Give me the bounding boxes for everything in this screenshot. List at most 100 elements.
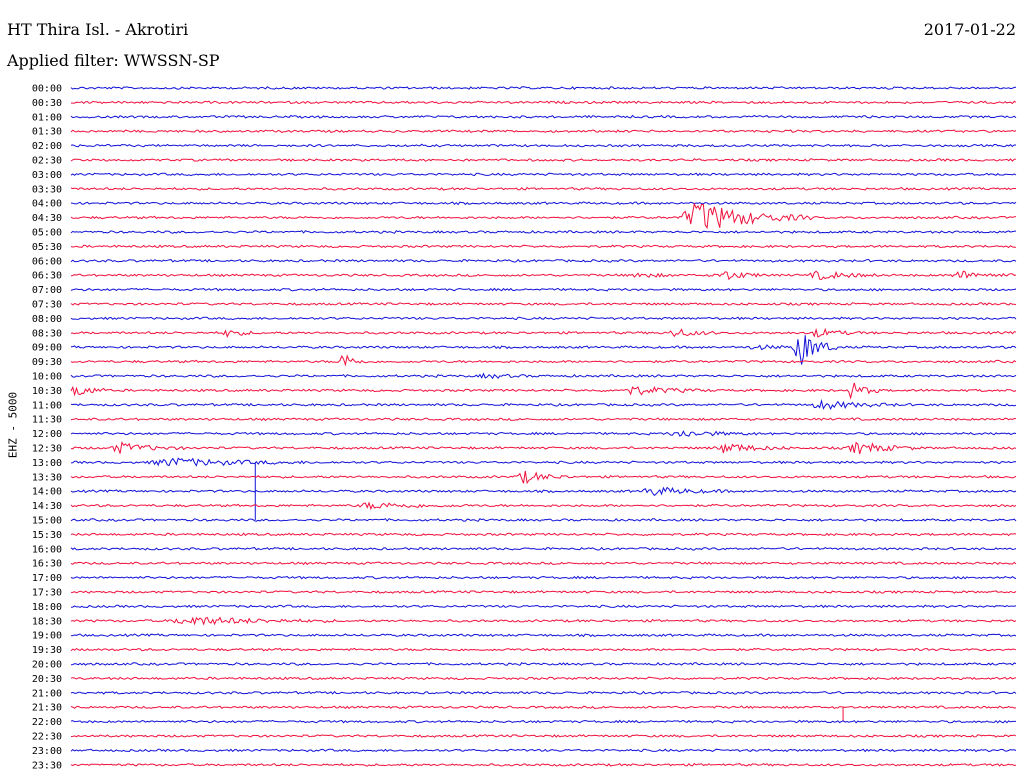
trace-2130 xyxy=(70,705,1017,710)
trace-1030 xyxy=(70,382,1017,400)
row-label: 08:30 xyxy=(32,328,62,339)
trace-0230 xyxy=(70,158,1017,162)
trace-2300 xyxy=(70,748,1017,753)
row-label: 20:30 xyxy=(32,674,62,685)
row-label: 11:00 xyxy=(32,400,62,411)
row-label: 20:00 xyxy=(32,660,62,671)
trace-0130 xyxy=(70,129,1017,134)
row-label: 15:00 xyxy=(32,516,62,527)
row-label: 07:30 xyxy=(32,300,62,311)
trace-1000 xyxy=(70,372,1017,380)
row-label: 21:30 xyxy=(32,703,62,714)
row-label: 04:30 xyxy=(32,213,62,224)
row-label: 16:30 xyxy=(32,559,62,570)
row-label: 02:30 xyxy=(32,156,62,167)
trace-0430 xyxy=(70,202,1017,230)
trace-2100 xyxy=(70,690,1017,695)
trace-1830 xyxy=(70,616,1017,626)
row-label: 11:30 xyxy=(32,415,62,426)
trace-0000 xyxy=(70,86,1017,90)
row-label: 12:00 xyxy=(32,429,62,440)
trace-0030 xyxy=(70,100,1017,105)
row-label: 06:00 xyxy=(32,256,62,267)
row-label: 07:00 xyxy=(32,285,62,296)
trace-0300 xyxy=(70,172,1017,177)
row-label: 00:00 xyxy=(32,84,62,95)
row-label: 17:00 xyxy=(32,573,62,584)
row-label: 19:00 xyxy=(32,631,62,642)
trace-1200 xyxy=(70,430,1017,437)
row-label: 21:00 xyxy=(32,688,62,699)
row-label: 15:30 xyxy=(32,530,62,541)
row-label: 18:30 xyxy=(32,616,62,627)
trace-0930 xyxy=(70,354,1017,367)
trace-1930 xyxy=(70,647,1017,652)
trace-1100 xyxy=(70,398,1017,410)
trace-1900 xyxy=(70,633,1017,638)
trace-1300 xyxy=(70,457,1017,467)
row-label: 13:30 xyxy=(32,472,62,483)
row-label: 00:30 xyxy=(32,98,62,109)
row-label: 10:00 xyxy=(32,372,62,383)
row-label: 02:00 xyxy=(32,141,62,152)
trace-0800 xyxy=(70,316,1017,321)
row-label: 04:00 xyxy=(32,199,62,210)
trace-1630 xyxy=(70,561,1017,566)
row-label: 12:30 xyxy=(32,444,62,455)
trace-0530 xyxy=(70,244,1017,249)
trace-2000 xyxy=(70,661,1017,666)
row-label: 22:30 xyxy=(32,732,62,743)
trace-1230 xyxy=(70,441,1017,455)
trace-1530 xyxy=(70,532,1017,537)
trace-0500 xyxy=(70,229,1017,234)
station-title: HT Thira Isl. - Akrotiri xyxy=(7,20,189,39)
trace-1330 xyxy=(70,470,1017,485)
row-label: 09:30 xyxy=(32,357,62,368)
trace-0900 xyxy=(70,335,1017,365)
trace-2330 xyxy=(70,762,1017,767)
row-label: 08:00 xyxy=(32,314,62,325)
row-label: 05:00 xyxy=(32,228,62,239)
row-label: 03:00 xyxy=(32,170,62,181)
trace-0600 xyxy=(70,258,1017,263)
row-label: 16:00 xyxy=(32,544,62,555)
row-label: 03:30 xyxy=(32,184,62,195)
trace-0730 xyxy=(70,302,1017,306)
row-label: 06:30 xyxy=(32,271,62,282)
row-label: 09:00 xyxy=(32,343,62,354)
row-label: 14:30 xyxy=(32,501,62,512)
record-date: 2017-01-22 xyxy=(923,20,1016,39)
row-label: 18:00 xyxy=(32,602,62,613)
trace-1700 xyxy=(70,575,1017,580)
trace-0700 xyxy=(70,287,1017,292)
trace-2200 xyxy=(70,719,1016,724)
row-label: 05:30 xyxy=(32,242,62,253)
trace-0400 xyxy=(70,201,1017,206)
trace-1800 xyxy=(70,604,1017,609)
row-label: 19:30 xyxy=(32,645,62,656)
trace-0100 xyxy=(70,114,1017,119)
trace-2230 xyxy=(70,734,1017,738)
row-label: 14:00 xyxy=(32,487,62,498)
row-label: 23:00 xyxy=(32,746,62,757)
trace-1400 xyxy=(70,486,1017,497)
trace-2030 xyxy=(70,676,1017,681)
row-label: 17:30 xyxy=(32,588,62,599)
trace-1500 xyxy=(70,517,1017,522)
trace-0830 xyxy=(70,327,1017,338)
filter-label: Applied filter: WWSSN-SP xyxy=(7,51,220,70)
row-label: 23:30 xyxy=(32,760,62,771)
row-label: 13:00 xyxy=(32,458,62,469)
trace-0330 xyxy=(70,186,1016,191)
row-label: 01:30 xyxy=(32,127,62,138)
trace-1430 xyxy=(70,501,1017,511)
row-label: 22:00 xyxy=(32,717,62,728)
trace-1130 xyxy=(70,417,1016,422)
trace-0200 xyxy=(70,143,1016,148)
trace-1730 xyxy=(71,590,1017,594)
trace-1600 xyxy=(70,546,1017,551)
trace-0630 xyxy=(70,270,1017,281)
row-label: 01:00 xyxy=(32,112,62,123)
row-label: 10:30 xyxy=(32,386,62,397)
